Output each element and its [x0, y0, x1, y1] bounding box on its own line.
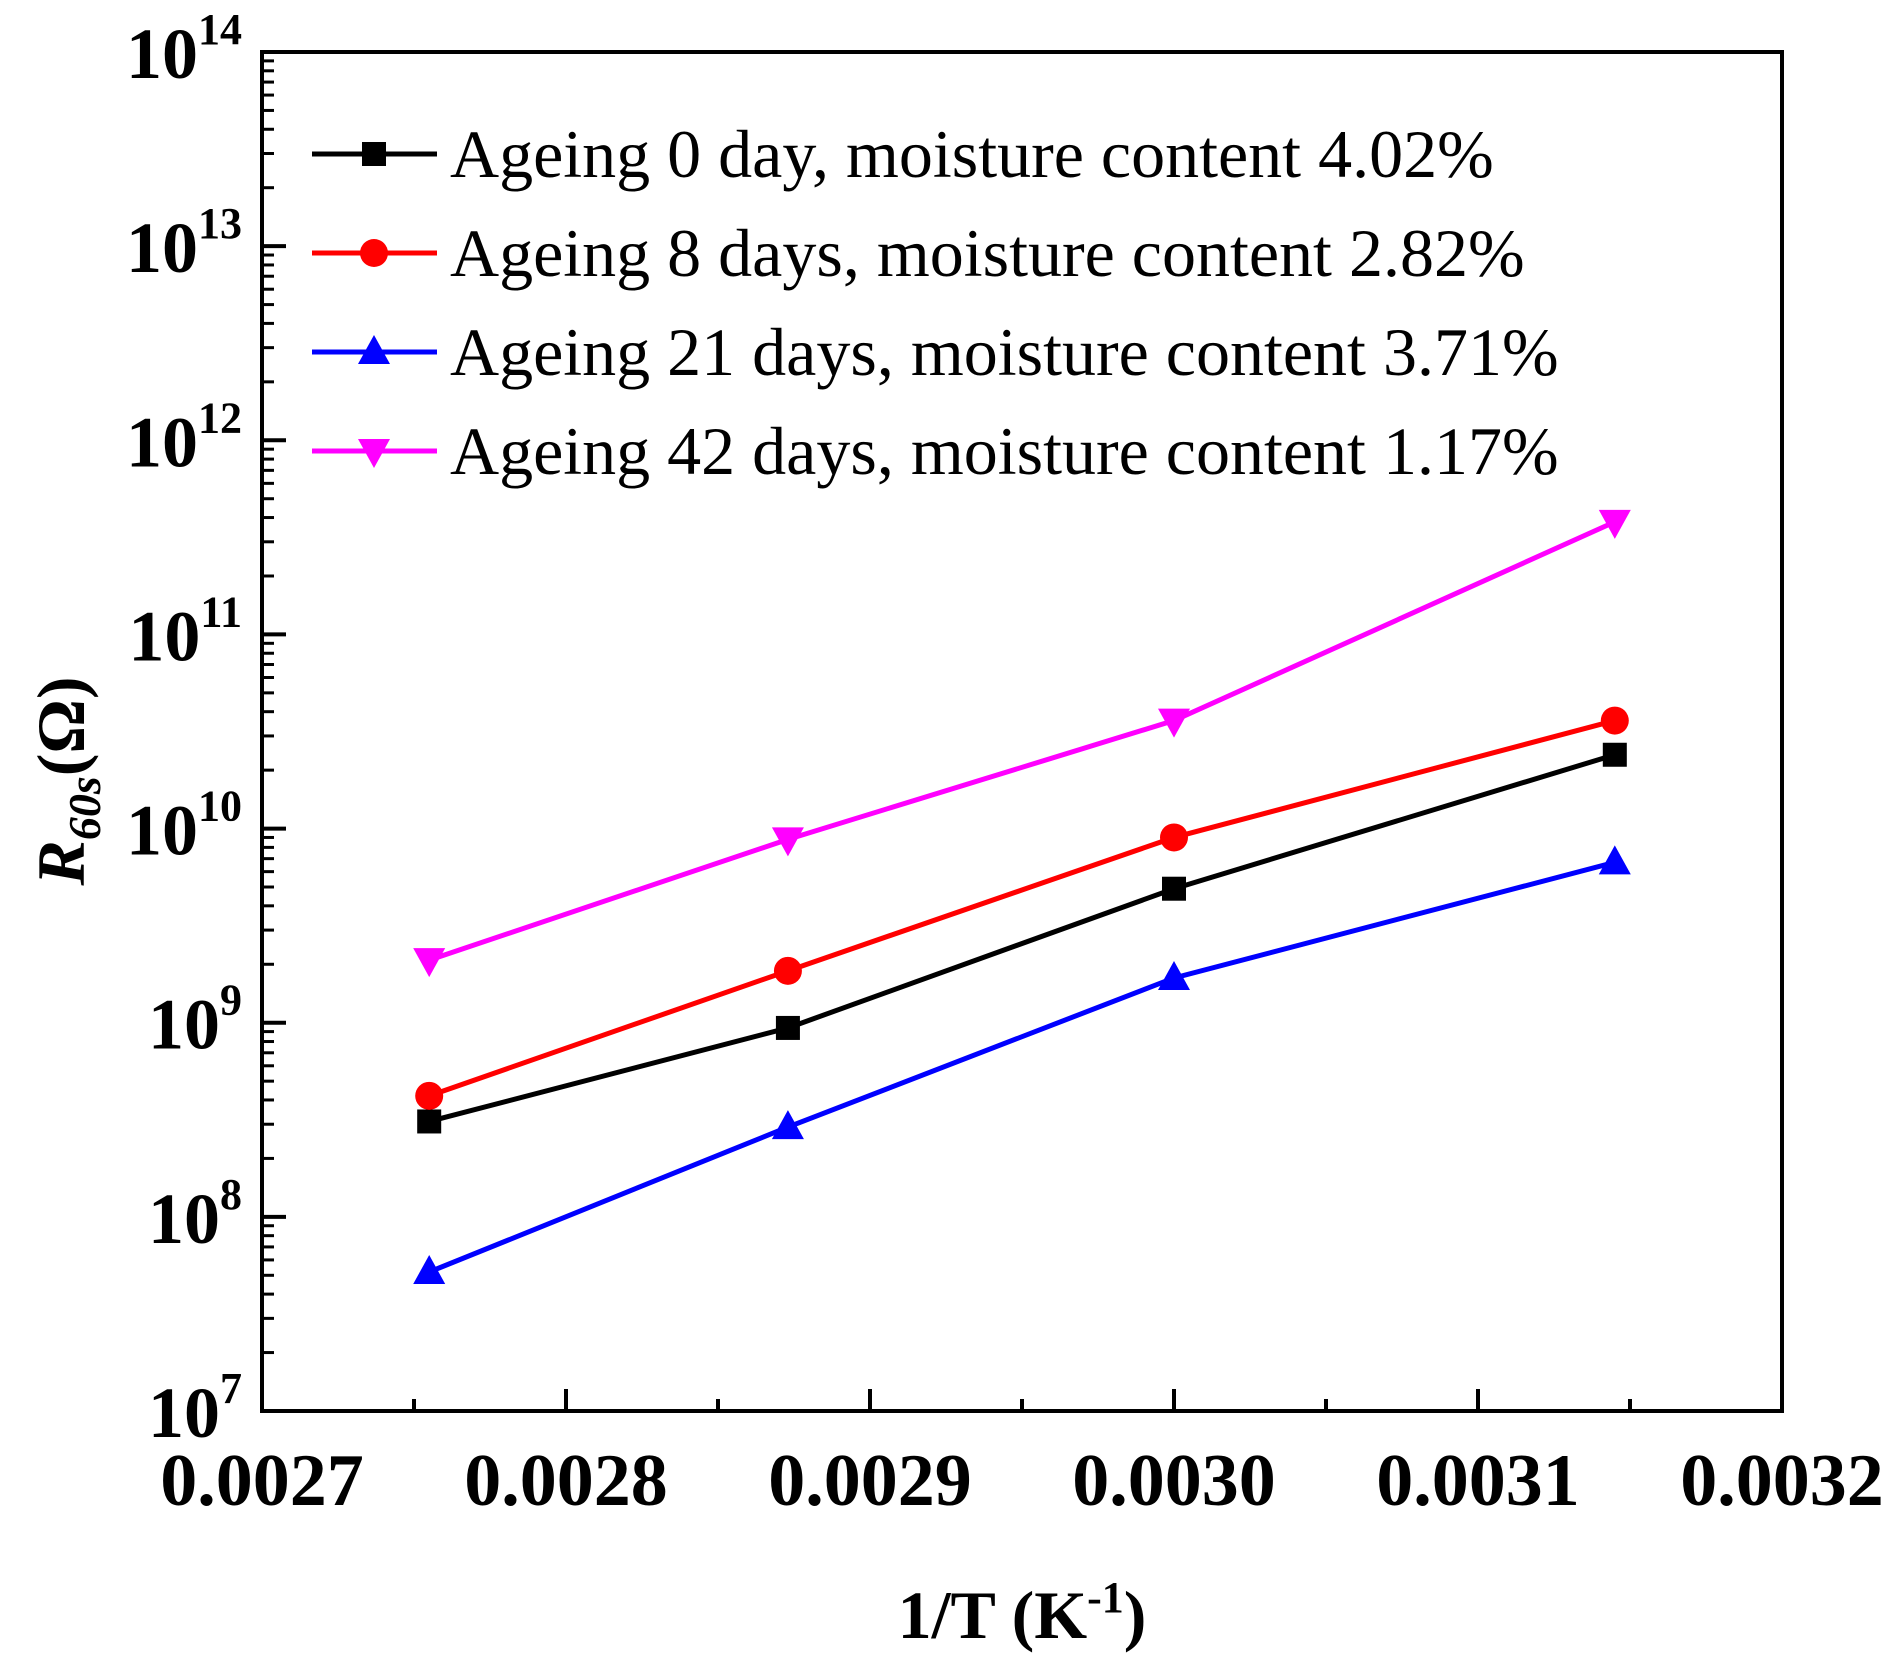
x-tick-label: 0.0029 [768, 1440, 972, 1522]
legend-item: Ageing 0 day, moisture content 4.02% [312, 116, 1494, 192]
data-point-triangle-down [1158, 708, 1190, 738]
data-point-triangle-down [771, 827, 804, 857]
y-tick-label: 108 [148, 1170, 242, 1259]
y-axis: 107 108 109 1010 1011 1012 1013 1014 [126, 5, 286, 1453]
data-point-triangle-down [358, 439, 390, 468]
legend-item: Ageing 42 days, moisture content 1.17% [312, 413, 1559, 489]
x-axis-title: 1/T (K-1) [898, 1573, 1147, 1653]
data-point-square [417, 1109, 442, 1134]
x-tick-label: 0.0031 [1376, 1440, 1580, 1522]
data-point-square [362, 142, 386, 166]
data-point-circle [415, 1081, 444, 1110]
series-3 [413, 845, 1631, 1284]
y-tick-label: 1012 [126, 393, 242, 482]
x-axis: 0.0027 0.0028 0.0029 0.0030 0.0031 0.0032 [160, 1389, 1884, 1522]
data-point-square [1602, 742, 1627, 767]
legend-label: Ageing 42 days, moisture content 1.17% [450, 413, 1559, 489]
data-point-triangle-up [1158, 960, 1190, 990]
series-line [428, 718, 1616, 1099]
data-point-square [1162, 876, 1186, 901]
series-2 [415, 706, 1629, 1110]
y-tick-label: 1013 [126, 199, 242, 288]
series-1 [417, 742, 1627, 1134]
x-tick-label: 0.0030 [1072, 1440, 1276, 1522]
data-point-square [775, 1015, 800, 1040]
series-line [428, 859, 1616, 1275]
data-point-triangle-down [413, 948, 446, 978]
y-tick-label: 1014 [126, 5, 242, 94]
y-tick-label: 107 [148, 1364, 242, 1453]
data-point-circle [1600, 706, 1629, 735]
data-point-circle [1160, 823, 1188, 852]
data-point-circle [773, 956, 802, 985]
data-point-triangle-up [358, 335, 390, 364]
data-point-triangle-up [771, 1110, 804, 1140]
legend-item: Ageing 21 days, moisture content 3.71% [312, 314, 1559, 390]
y-axis-title: R60s(Ω) [23, 676, 110, 886]
y-tick-label: 1011 [128, 587, 242, 676]
series-line [428, 519, 1616, 963]
legend-label: Ageing 8 days, moisture content 2.82% [450, 215, 1525, 291]
series-4 [413, 509, 1631, 978]
series-line [428, 752, 1616, 1124]
legend-label: Ageing 21 days, moisture content 3.71% [450, 314, 1559, 390]
data-point-triangle-down [1598, 509, 1631, 539]
legend-label: Ageing 0 day, moisture content 4.02% [450, 116, 1494, 192]
series-layer [413, 509, 1631, 1284]
legend: Ageing 0 day, moisture content 4.02% Agei… [312, 116, 1559, 489]
y-tick-label: 1010 [126, 782, 242, 871]
data-point-triangle-up [413, 1254, 446, 1284]
x-tick-label: 0.0027 [160, 1440, 364, 1522]
data-point-triangle-up [1598, 845, 1631, 875]
x-tick-label: 0.0028 [464, 1440, 668, 1522]
legend-item: Ageing 8 days, moisture content 2.82% [312, 215, 1525, 291]
y-tick-label: 109 [148, 976, 242, 1065]
data-point-circle [360, 239, 388, 267]
x-tick-label: 0.0032 [1680, 1440, 1884, 1522]
